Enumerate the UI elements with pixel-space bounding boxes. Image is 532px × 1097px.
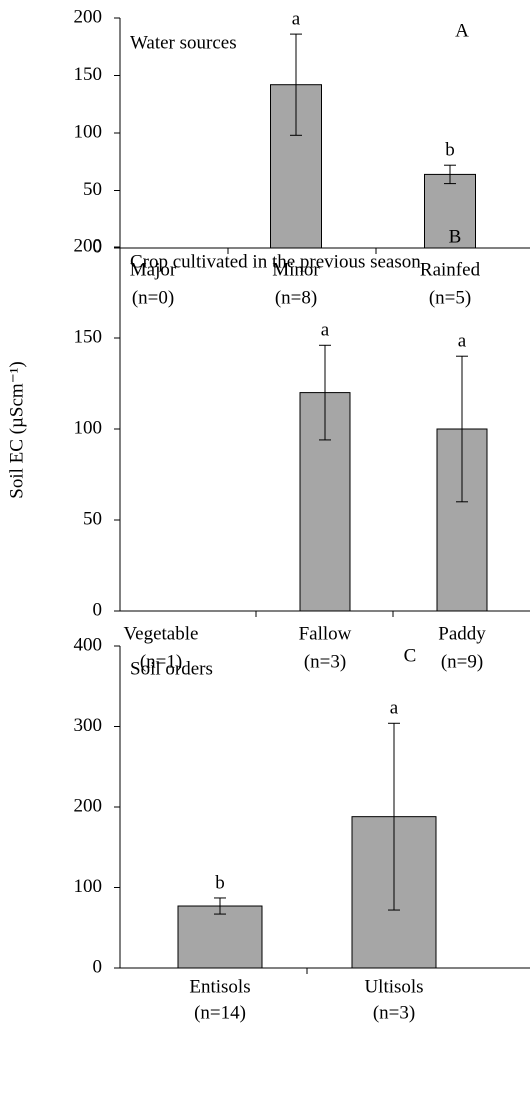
- x-tick-note: (n=8): [275, 287, 317, 308]
- chart-title: Soil orders: [130, 658, 213, 679]
- significance-letter: a: [321, 320, 330, 341]
- error-bar: [444, 164, 456, 185]
- panel-label: B: [449, 226, 462, 247]
- y-tick-label: 100: [74, 417, 103, 438]
- x-tick-label: Minor: [272, 259, 320, 280]
- bar: [177, 905, 263, 969]
- error-bar: [319, 344, 331, 441]
- y-tick-label: 200: [74, 6, 103, 27]
- x-tick-label: Fallow: [299, 623, 352, 644]
- panel-label: C: [404, 645, 417, 666]
- error-bar: [388, 722, 400, 911]
- y-tick-label: 200: [74, 795, 103, 816]
- bar: [424, 173, 476, 249]
- x-tick-label: Paddy: [438, 623, 486, 644]
- x-tick-label: Major: [130, 259, 177, 280]
- panel-label: A: [455, 20, 469, 41]
- significance-letter: b: [215, 872, 225, 893]
- x-tick-note: (n=1): [140, 651, 182, 672]
- y-tick-label: 150: [74, 64, 103, 85]
- x-tick-note: (n=3): [304, 651, 346, 672]
- x-tick-label: Ultisols: [364, 976, 423, 997]
- significance-letter: a: [458, 331, 467, 352]
- error-bar: [290, 33, 302, 136]
- x-tick-note: (n=5): [429, 287, 471, 308]
- significance-letter: a: [292, 8, 301, 29]
- x-tick-note: (n=3): [373, 1002, 415, 1023]
- y-tick-label: 100: [74, 121, 103, 142]
- significance-letter: a: [390, 698, 399, 719]
- y-tick-label: 100: [74, 876, 103, 897]
- y-tick-label: 200: [74, 235, 103, 256]
- y-tick-label: 300: [74, 715, 103, 736]
- x-tick-note: (n=0): [132, 287, 174, 308]
- y-tick-label: 0: [93, 599, 103, 620]
- error-bar: [456, 355, 468, 503]
- x-tick-note: (n=9): [441, 651, 483, 672]
- y-tick-label: 0: [93, 956, 103, 977]
- chart-title: Crop cultivated in the previous season: [130, 251, 421, 272]
- x-tick-label: Vegetable: [124, 623, 199, 644]
- error-bar: [214, 897, 226, 915]
- chart-title: Water sources: [130, 32, 237, 53]
- significance-letter: b: [445, 140, 455, 161]
- y-axis-label: Soil EC (µScm⁻¹): [6, 361, 27, 499]
- y-tick-label: 0: [93, 236, 103, 257]
- y-tick-label: 50: [83, 508, 102, 529]
- x-tick-note: (n=14): [194, 1002, 246, 1023]
- x-tick-label: Rainfed: [420, 259, 481, 280]
- x-tick-label: Entisols: [189, 976, 250, 997]
- y-tick-label: 150: [74, 326, 103, 347]
- y-tick-label: 50: [83, 179, 102, 200]
- y-tick-label: 400: [74, 634, 103, 655]
